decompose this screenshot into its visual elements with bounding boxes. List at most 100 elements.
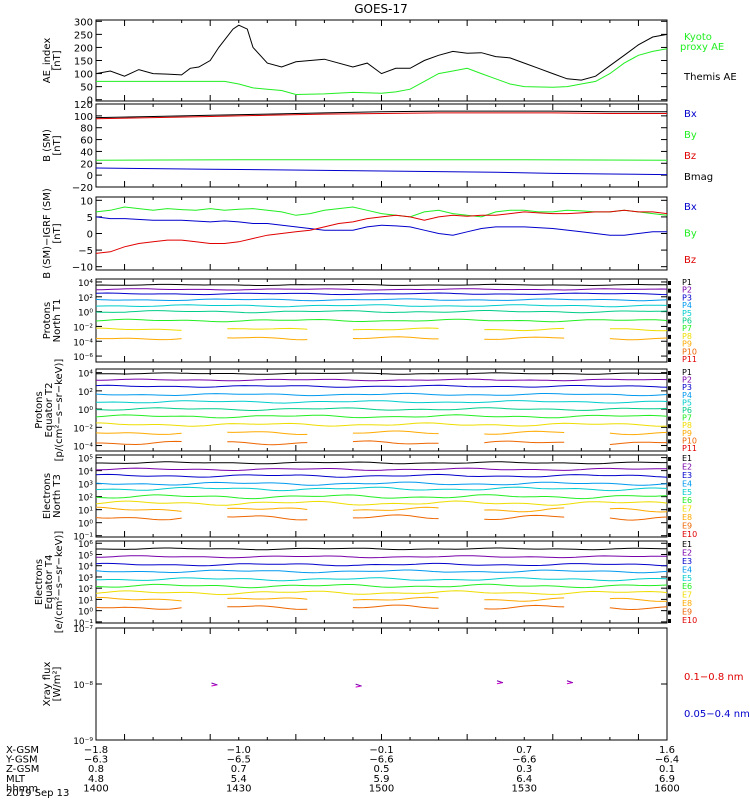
flux-line [95, 298, 668, 302]
y-tick-label: 10¹ [78, 507, 93, 517]
flux-line [352, 430, 439, 435]
x-axis-row-label: MLT [6, 774, 26, 785]
series-line-red [95, 209, 668, 254]
flux-line [352, 327, 439, 331]
flux-line [227, 507, 308, 510]
y-axis-label: Protons [42, 302, 53, 339]
legend-entry: P11 [682, 355, 697, 364]
legend-marker [668, 490, 671, 495]
legend-entry: P9 [682, 429, 692, 438]
legend-entry: P4 [682, 391, 692, 400]
xray-point [566, 680, 574, 684]
x-axis-value: 4.8 [88, 774, 104, 785]
panel-frame [95, 196, 668, 271]
flux-line [95, 414, 668, 419]
y-axis-label: Electrons [42, 473, 53, 519]
x-axis-labels: X-GSM −1.8 −1.0 −0.1 0.7 1.6 Y-GSM −6.3 −6.5 −6.6… [5, 745, 680, 799]
legend-entry: E2 [682, 462, 692, 471]
legend-entry: Bz [684, 255, 696, 266]
legend-marker [668, 473, 671, 478]
y-tick-label: 10⁻⁷ [73, 625, 93, 635]
y-tick-label: 10⁵ [78, 551, 93, 561]
xray-point [496, 680, 504, 684]
y-tick-label: 10⁰ [78, 406, 93, 416]
y-tick-label: 10⁵ [78, 455, 93, 465]
y-tick-label: 10⁻⁸ [73, 681, 93, 691]
legend-entry: P4 [682, 301, 692, 310]
flux-line [95, 310, 668, 314]
x-axis-value: −6.6 [369, 755, 393, 766]
legend-marker [668, 516, 671, 521]
xray-point [566, 682, 573, 685]
legend-marker [668, 524, 671, 529]
y-tick-label: 10⁴ [78, 370, 93, 380]
flux-line [484, 597, 565, 602]
y-tick-label: 300 [74, 17, 93, 28]
y-tick-label: 10³ [78, 574, 93, 584]
y-axis-label: Electrons [34, 559, 45, 605]
flux-line [484, 327, 565, 332]
legend-entry: E9 [682, 522, 692, 531]
y-axis-label: [W/m²] [52, 666, 63, 701]
legend-entry: By [684, 229, 697, 240]
flux-line [609, 507, 668, 513]
legend-entry: P6 [682, 317, 692, 326]
legend-entry: P11 [682, 444, 697, 453]
flux-line [484, 514, 565, 520]
legend-entry: By [684, 130, 697, 141]
flux-line [227, 431, 308, 436]
legend-entry: Themis AE [683, 72, 737, 83]
panel-8: 10⁻⁹ 10⁻⁸ 10⁻⁷ Xray flux [W/m²] 0.1−0.8 nm 0.0… [42, 625, 750, 747]
legend-marker [668, 304, 671, 309]
y-tick-label: 10⁻⁶ [73, 353, 93, 363]
y-tick-label: 120 [74, 100, 93, 111]
legend-entry: P1 [682, 368, 692, 377]
y-axis-label: [nT] [52, 135, 63, 155]
flux-line [95, 606, 182, 610]
x-axis-value: 0.7 [516, 745, 532, 756]
flux-line [95, 337, 182, 341]
series-line-green [95, 206, 668, 218]
legend-marker [668, 319, 671, 324]
legend-entry: P10 [682, 347, 697, 356]
series-line-green [95, 159, 668, 161]
y-axis-label: [nT] [52, 223, 63, 243]
y-tick-label: −5 [78, 246, 93, 257]
flux-line [227, 336, 308, 341]
flux-line [95, 407, 668, 411]
legend-entry: E8 [682, 599, 692, 608]
panel-1: 0 50 100 150 200 250 300 AE_index [nT] Kyotoproxy… [42, 17, 737, 106]
x-axis-value: 0.8 [88, 764, 104, 775]
y-tick-label: 10⁻¹ [73, 533, 93, 543]
y-tick-label: 10 [80, 196, 93, 207]
legend-entry: proxy AE [680, 42, 724, 53]
legend-marker [668, 371, 671, 375]
legend-entry: P8 [682, 421, 692, 430]
legend-marker [668, 543, 671, 547]
flux-line [95, 422, 668, 427]
panel-frame [95, 540, 668, 624]
legend-entry: P5 [682, 309, 692, 318]
legend-entry: Bmag [684, 172, 713, 183]
y-tick-label: 10² [78, 294, 93, 304]
legend-entry: Kyoto [684, 32, 712, 43]
flux-line [95, 583, 668, 589]
x-axis-value: 0.3 [516, 764, 532, 775]
y-tick-label: 250 [74, 30, 93, 41]
legend-marker [668, 568, 671, 573]
panel-4: 10⁻⁶ 10⁻⁴ 10⁻² 10⁰ 10² 10⁴ Protons North T1 P1P2… [42, 278, 697, 364]
x-axis-value: 0.7 [231, 764, 247, 775]
flux-line [95, 400, 668, 404]
y-tick-label: 10² [78, 388, 93, 398]
flux-line [352, 440, 439, 445]
legend-entry: P2 [682, 286, 692, 295]
flux-line [95, 467, 668, 472]
xray-point [496, 682, 503, 685]
plot-title: GOES-17 [354, 2, 408, 16]
y-axis-label: [p/(cm²−s−sr−keV)] [54, 359, 65, 462]
legend-marker [668, 350, 671, 355]
flux-line [484, 604, 565, 610]
y-tick-label: 0 [87, 171, 93, 182]
x-axis-row-label: Z-GSM [6, 764, 39, 775]
